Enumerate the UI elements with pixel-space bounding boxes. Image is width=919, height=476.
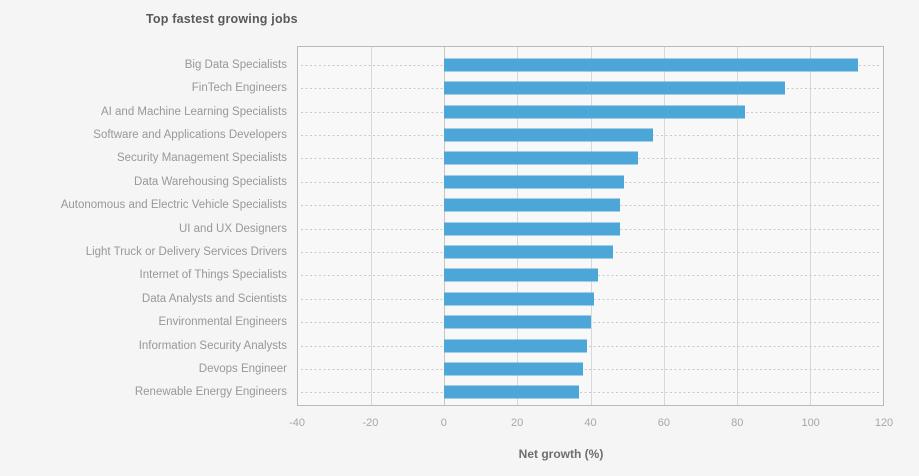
row-track — [297, 310, 884, 333]
row-track — [297, 264, 884, 287]
category-label: Devops Engineer — [198, 362, 287, 375]
x-tick-label: 80 — [731, 417, 744, 429]
category-label: Security Management Specialists — [116, 152, 287, 165]
x-tick-label: 60 — [657, 417, 670, 429]
category-label: FinTech Engineers — [191, 82, 287, 95]
chart-row: AI and Machine Learning Specialists — [0, 100, 884, 123]
row-track — [297, 147, 884, 170]
row-track — [297, 381, 884, 404]
bar — [443, 385, 580, 399]
category-label: Light Truck or Delivery Services Drivers — [85, 245, 287, 258]
leader-line — [301, 368, 880, 370]
category-label: Software and Applications Developers — [93, 128, 287, 141]
chart-row: Information Security Analysts — [0, 334, 884, 357]
x-tick-label: 120 — [874, 417, 894, 429]
row-track — [297, 100, 884, 123]
x-tick-label: 40 — [584, 417, 597, 429]
category-label: Renewable Energy Engineers — [134, 386, 287, 399]
row-track — [297, 217, 884, 240]
bar — [443, 198, 620, 212]
row-track — [297, 193, 884, 216]
chart-row: FinTech Engineers — [0, 76, 884, 99]
chart-row: Renewable Energy Engineers — [0, 381, 884, 404]
x-tick-label: 0 — [440, 417, 447, 429]
chart-row: Software and Applications Developers — [0, 123, 884, 146]
x-tick-label: 100 — [801, 417, 820, 429]
category-label: AI and Machine Learning Specialists — [100, 105, 287, 118]
bar — [443, 292, 595, 306]
category-label: Environmental Engineers — [158, 316, 288, 329]
x-tick-label: -20 — [362, 417, 379, 429]
chart-row: Big Data Specialists — [0, 53, 884, 76]
bar — [443, 245, 613, 259]
bar — [443, 315, 591, 329]
category-label: Information Security Analysts — [138, 339, 287, 352]
leader-line — [301, 345, 880, 347]
bar — [443, 105, 745, 119]
bar — [443, 175, 624, 189]
bar — [443, 151, 639, 165]
gridline — [736, 47, 738, 405]
row-track — [297, 170, 884, 193]
chart-row: Data Analysts and Scientists — [0, 287, 884, 310]
category-label: Autonomous and Electric Vehicle Speciali… — [60, 199, 287, 212]
category-label: Data Analysts and Scientists — [141, 292, 287, 305]
leader-line — [301, 322, 880, 324]
chart-row: Data Warehousing Specialists — [0, 170, 884, 193]
x-tick-label: -40 — [289, 417, 305, 429]
row-track — [297, 240, 884, 263]
chart-title: Top fastest growing jobs — [146, 12, 298, 26]
x-tick-label: 20 — [511, 417, 524, 429]
chart-rows: Big Data Specialists FinTech Engineers AI … — [0, 46, 884, 406]
gridline — [809, 47, 811, 405]
chart-row: Internet of Things Specialists — [0, 264, 884, 287]
chart-row: UI and UX Designers — [0, 217, 884, 240]
chart-row: Light Truck or Delivery Services Drivers — [0, 240, 884, 263]
row-track — [297, 76, 884, 99]
bar — [443, 268, 598, 282]
category-label: Internet of Things Specialists — [139, 269, 287, 282]
chart-row: Autonomous and Electric Vehicle Speciali… — [0, 193, 884, 216]
bar — [443, 81, 785, 95]
gridline — [663, 47, 665, 405]
row-track — [297, 357, 884, 380]
category-label: UI and UX Designers — [178, 222, 287, 235]
leader-line — [301, 392, 880, 394]
x-axis-title: Net growth (%) — [518, 447, 604, 461]
chart-row: Environmental Engineers — [0, 310, 884, 333]
bar — [443, 222, 620, 236]
row-track — [297, 123, 884, 146]
gridline — [371, 47, 373, 405]
category-label: Data Warehousing Specialists — [134, 175, 287, 188]
bar — [443, 128, 653, 142]
chart-row: Security Management Specialists — [0, 147, 884, 170]
category-label: Big Data Specialists — [184, 58, 287, 71]
bar — [443, 58, 859, 72]
chart-row: Devops Engineer — [0, 357, 884, 380]
row-track — [297, 53, 884, 76]
bar — [443, 362, 584, 376]
row-track — [297, 334, 884, 357]
bar — [443, 339, 587, 353]
row-track — [297, 287, 884, 310]
